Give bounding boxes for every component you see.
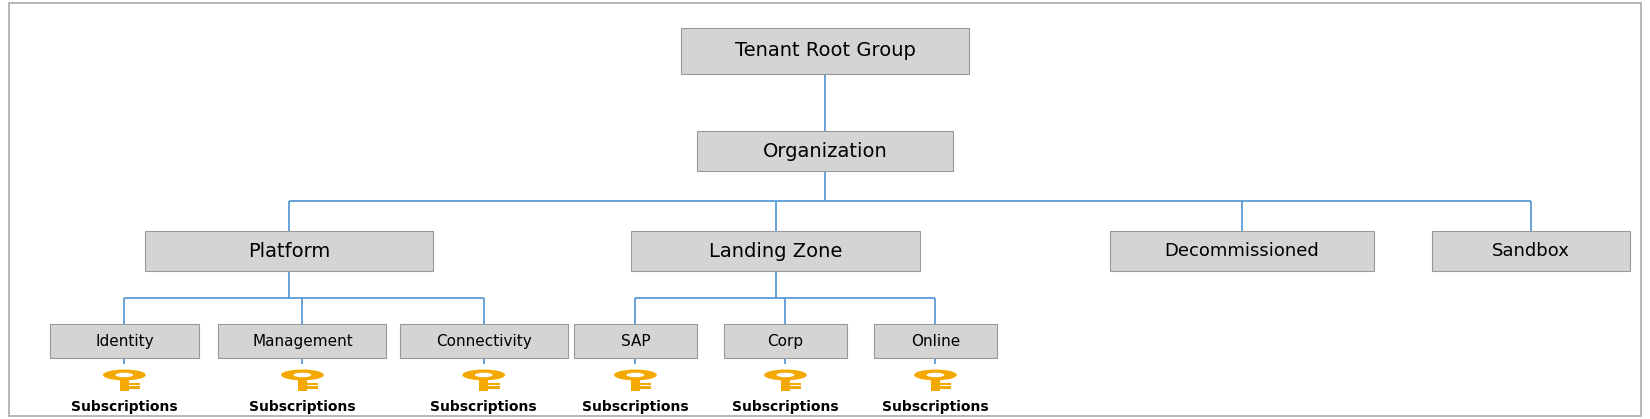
- FancyBboxPatch shape: [724, 324, 846, 358]
- FancyBboxPatch shape: [307, 383, 318, 385]
- Ellipse shape: [280, 370, 323, 380]
- Ellipse shape: [102, 370, 145, 380]
- FancyBboxPatch shape: [1432, 231, 1630, 271]
- Text: Platform: Platform: [248, 242, 330, 261]
- FancyBboxPatch shape: [681, 28, 969, 74]
- FancyBboxPatch shape: [488, 386, 500, 389]
- Text: Subscriptions: Subscriptions: [71, 400, 178, 414]
- Text: Decommissioned: Decommissioned: [1165, 242, 1320, 260]
- FancyBboxPatch shape: [399, 324, 568, 358]
- FancyBboxPatch shape: [790, 383, 802, 385]
- FancyBboxPatch shape: [630, 378, 640, 391]
- Text: Connectivity: Connectivity: [436, 334, 531, 349]
- FancyBboxPatch shape: [640, 383, 652, 385]
- Text: Identity: Identity: [96, 334, 153, 349]
- FancyBboxPatch shape: [297, 378, 307, 391]
- Ellipse shape: [777, 372, 794, 377]
- Ellipse shape: [614, 370, 657, 380]
- Text: SAP: SAP: [620, 334, 650, 349]
- Ellipse shape: [627, 372, 645, 377]
- Ellipse shape: [462, 370, 505, 380]
- FancyBboxPatch shape: [488, 383, 500, 385]
- Text: Subscriptions: Subscriptions: [582, 400, 688, 414]
- Text: Subscriptions: Subscriptions: [249, 400, 356, 414]
- Text: Sandbox: Sandbox: [1492, 242, 1569, 260]
- FancyBboxPatch shape: [145, 231, 434, 271]
- FancyBboxPatch shape: [873, 324, 997, 358]
- FancyBboxPatch shape: [574, 324, 698, 358]
- Ellipse shape: [116, 372, 134, 377]
- FancyBboxPatch shape: [218, 324, 386, 358]
- Text: Subscriptions: Subscriptions: [431, 400, 536, 414]
- FancyBboxPatch shape: [632, 231, 919, 271]
- FancyBboxPatch shape: [307, 386, 318, 389]
- Text: Subscriptions: Subscriptions: [883, 400, 988, 414]
- Ellipse shape: [294, 372, 312, 377]
- Ellipse shape: [927, 372, 944, 377]
- Text: Landing Zone: Landing Zone: [710, 242, 842, 261]
- FancyBboxPatch shape: [129, 383, 140, 385]
- Ellipse shape: [764, 370, 807, 380]
- Text: Online: Online: [911, 334, 960, 349]
- FancyBboxPatch shape: [940, 386, 952, 389]
- Ellipse shape: [475, 372, 493, 377]
- FancyBboxPatch shape: [790, 386, 802, 389]
- FancyBboxPatch shape: [119, 378, 129, 391]
- Text: Subscriptions: Subscriptions: [733, 400, 838, 414]
- FancyBboxPatch shape: [931, 378, 940, 391]
- FancyBboxPatch shape: [698, 131, 952, 171]
- FancyBboxPatch shape: [780, 378, 790, 391]
- FancyBboxPatch shape: [640, 386, 652, 389]
- FancyBboxPatch shape: [129, 386, 140, 389]
- Ellipse shape: [914, 370, 957, 380]
- Text: Management: Management: [252, 334, 353, 349]
- Text: Corp: Corp: [767, 334, 804, 349]
- FancyBboxPatch shape: [1110, 231, 1374, 271]
- FancyBboxPatch shape: [940, 383, 952, 385]
- FancyBboxPatch shape: [50, 324, 198, 358]
- Text: Tenant Root Group: Tenant Root Group: [734, 41, 916, 60]
- FancyBboxPatch shape: [478, 378, 488, 391]
- Text: Organization: Organization: [762, 142, 888, 160]
